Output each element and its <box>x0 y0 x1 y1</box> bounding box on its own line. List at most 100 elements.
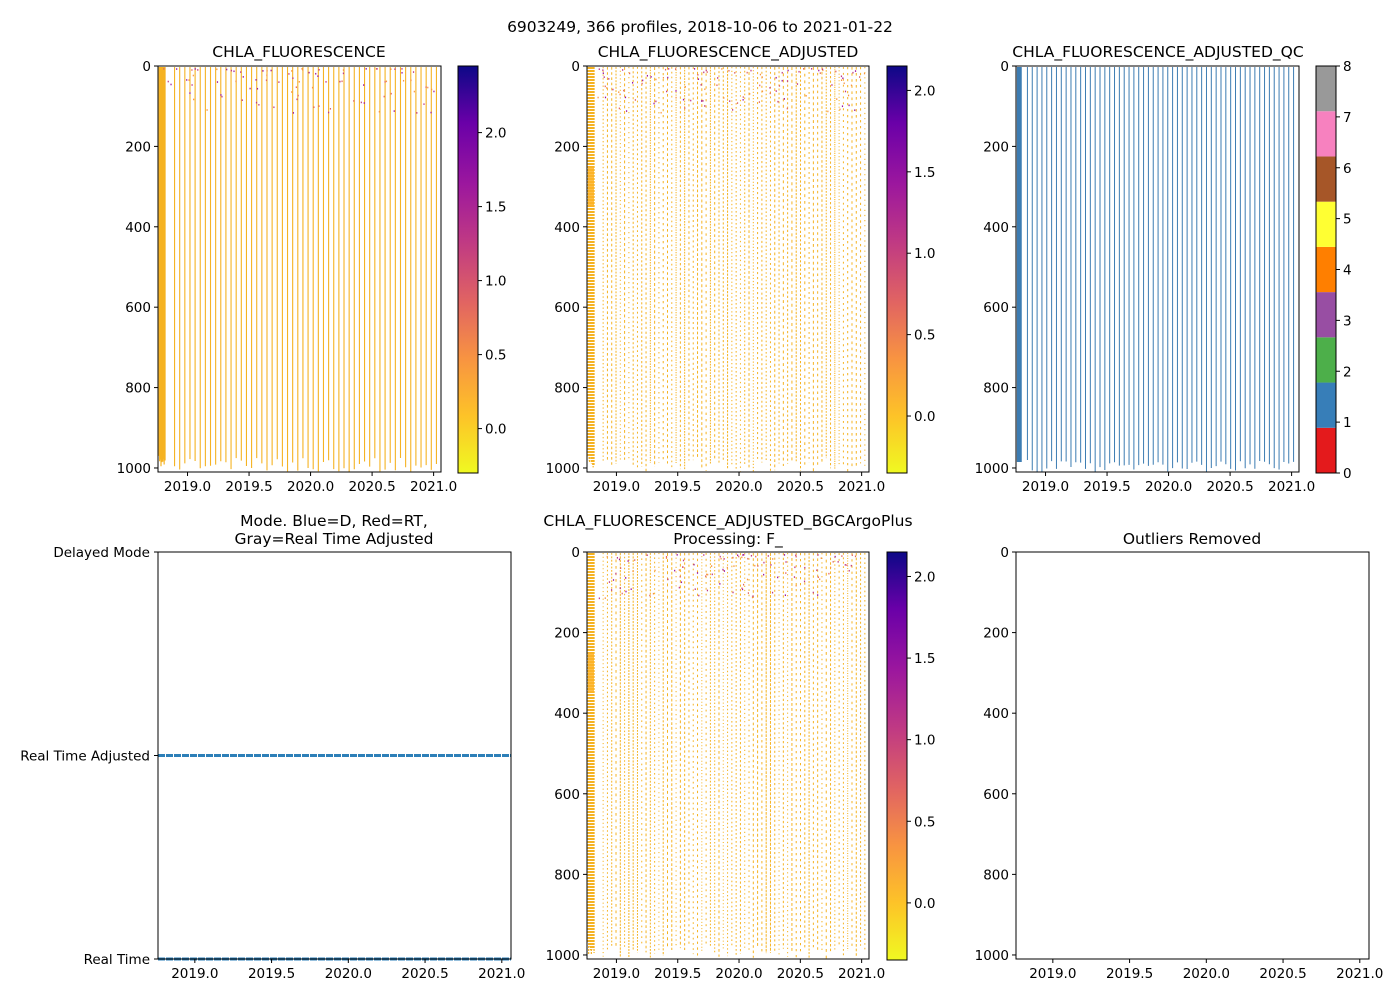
colorbar-chla-adjusted: 0.0 0.5 1.0 1.5 2.0 <box>886 65 935 474</box>
surface-bloom-mark <box>619 587 621 589</box>
surface-bloom-mark <box>847 94 850 97</box>
surface-bloom-mark <box>722 568 724 571</box>
surface-bloom-mark <box>365 68 367 70</box>
surface-bloom-mark <box>425 86 427 88</box>
colorbar-gradient <box>886 65 908 474</box>
surface-bloom-mark <box>783 98 785 100</box>
surface-bloom-mark <box>412 71 415 73</box>
surface-bloom-mark <box>226 68 228 71</box>
colorbar-tick-label: 0.5 <box>914 814 935 830</box>
surface-bloom-mark <box>394 68 396 71</box>
surface-bloom-mark <box>602 69 604 71</box>
surface-bloom-mark <box>311 86 314 89</box>
surface-bloom-mark <box>701 100 703 102</box>
y-tick-label: 0 <box>1000 545 1009 561</box>
surface-bloom-mark <box>665 557 668 559</box>
y-tick-label: 1000 <box>117 461 151 477</box>
colorbar-tick-label: 1 <box>1343 415 1352 431</box>
surface-bloom-mark <box>401 68 403 70</box>
plot-area-chla-adjusted-qc: 2019.0 2019.5 2020.0 2020.5 2021.0 0 200 400 600… <box>975 59 1316 495</box>
surface-bloom-mark <box>255 79 257 81</box>
surface-bloom-mark <box>697 74 699 76</box>
surface-bloom-mark <box>188 79 190 81</box>
panel-outliers: Outliers Removed 2019.0 2019.5 2020.0 2020.… <box>975 530 1384 982</box>
surface-bloom-mark <box>622 69 624 71</box>
x-tick-label: 2020.0 <box>715 479 762 495</box>
surface-bloom-mark <box>775 76 777 79</box>
surface-bloom-mark <box>747 557 749 560</box>
surface-bloom-mark <box>634 99 636 101</box>
colorbar-segment <box>1316 66 1336 112</box>
surface-bloom-mark <box>778 85 781 87</box>
surface-bloom-mark <box>729 100 731 102</box>
surface-bloom-mark <box>363 84 365 86</box>
surface-bloom-mark <box>308 71 310 74</box>
surface-bloom-mark <box>249 87 251 90</box>
surface-bloom-mark <box>313 106 315 109</box>
panel-chla: CHLA_FLUORESCENCE 2019.0 2019.5 2020.0 2020… <box>117 43 507 495</box>
y-tick-label: 200 <box>554 139 580 155</box>
surface-bloom-mark <box>378 110 380 113</box>
colorbar-gradient <box>457 65 479 474</box>
surface-bloom-mark <box>612 88 614 91</box>
surface-bloom-mark <box>843 82 845 85</box>
surface-bloom-mark <box>803 68 805 70</box>
surface-bloom-mark <box>341 80 343 83</box>
colorbar-chla-adjusted-qc: 0 1 2 3 4 5 6 7 8 <box>1315 59 1352 482</box>
colorbar-tick-label: 1.0 <box>914 246 935 262</box>
plot-area-mode: Real Time Real Time Adjusted Delayed Mode 2… <box>20 545 525 982</box>
surface-bloom-mark <box>608 581 611 583</box>
surface-bloom-mark <box>684 107 686 109</box>
surface-bloom-mark <box>795 584 797 587</box>
surface-bloom-mark <box>680 581 683 584</box>
panel-chla-bgc: CHLA_FLUORESCENCE_ADJUSTED_BGCArgoPlus P… <box>543 512 935 982</box>
surface-bloom-mark <box>758 101 761 103</box>
surface-bloom-mark <box>859 76 861 78</box>
colorbar-chla-bgc: 0.0 0.5 1.0 1.5 2.0 <box>886 551 935 961</box>
surface-bloom-mark <box>662 76 664 79</box>
surface-bloom-mark <box>719 555 721 558</box>
surface-bloom-mark <box>793 576 796 578</box>
surface-bloom-mark <box>642 79 644 82</box>
figure-title: 6903249, 366 profiles, 2018-10-06 to 202… <box>507 18 893 36</box>
surface-bloom-mark <box>786 80 789 82</box>
surface-bloom-mark <box>772 558 774 560</box>
plot-area-chla: 2019.0 2019.5 2020.0 2020.5 2021.0 0 200 400 600… <box>117 59 458 495</box>
surface-bloom-mark <box>678 586 680 589</box>
colorbar-segment <box>1316 156 1336 202</box>
surface-bloom-mark <box>803 580 806 583</box>
surface-bloom-mark <box>625 577 627 579</box>
surface-bloom-mark <box>297 94 299 97</box>
surface-bloom-mark <box>761 90 764 93</box>
surface-bloom-mark <box>732 591 734 594</box>
colorbar-tick-label: 6 <box>1343 161 1352 177</box>
surface-bloom-mark <box>682 566 684 568</box>
panel-title-outliers: Outliers Removed <box>1123 530 1261 548</box>
x-tick-label: 2020.5 <box>1259 966 1306 982</box>
surface-bloom-mark <box>786 107 788 110</box>
colorbar-chla: 0.0 0.5 1.0 1.5 2.0 <box>457 65 506 474</box>
frame-outliers <box>1015 551 1370 960</box>
x-tick-label: 2019.5 <box>654 479 701 495</box>
surface-bloom-mark <box>721 68 723 70</box>
x-tick-label: 2020.0 <box>715 966 762 982</box>
colorbar-tick-label: 0.0 <box>914 409 935 425</box>
surface-bloom-mark <box>795 554 797 557</box>
early-profile-cluster <box>588 652 594 694</box>
surface-bloom-mark <box>668 68 670 70</box>
colorbar-tick-label: 4 <box>1343 263 1352 279</box>
surface-bloom-mark <box>431 88 433 91</box>
colorbar-tick-label: 1.5 <box>485 200 506 216</box>
surface-bloom-mark <box>674 569 676 572</box>
x-tick-label: 2019.0 <box>164 479 211 495</box>
y-tick-label: 400 <box>125 220 151 236</box>
surface-bloom-mark <box>839 108 841 111</box>
surface-bloom-mark <box>383 95 385 98</box>
surface-bloom-mark <box>318 68 320 71</box>
surface-bloom-mark <box>679 575 681 578</box>
x-tick-label: 2020.0 <box>1183 966 1230 982</box>
surface-bloom-mark <box>291 70 293 72</box>
x-tick-label: 2019.0 <box>593 479 640 495</box>
surface-bloom-mark <box>233 70 235 73</box>
surface-bloom-mark <box>675 68 677 70</box>
